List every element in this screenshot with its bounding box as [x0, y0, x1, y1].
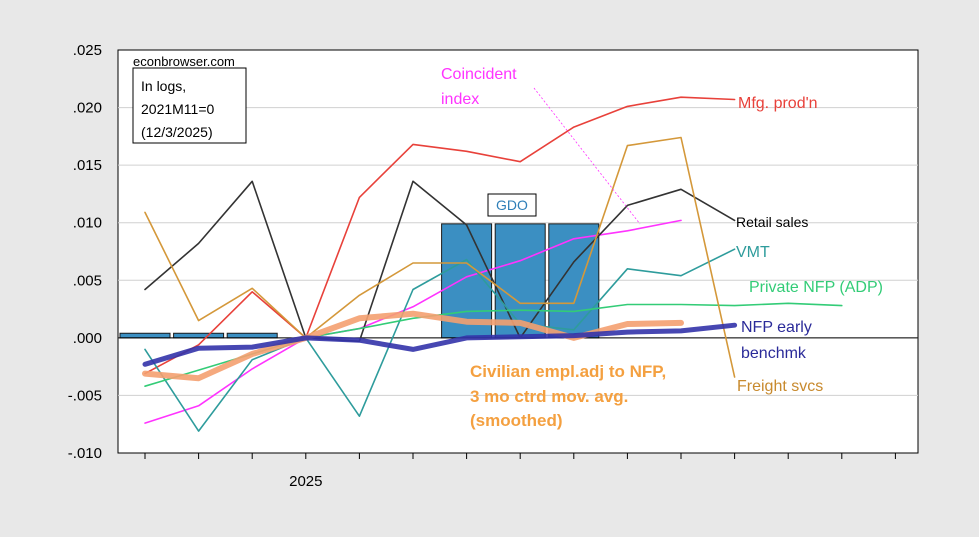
x-tick-label: 2025 [289, 473, 322, 490]
coincident-label-pointer [533, 87, 641, 225]
axes: .025 .020 .015 .010 .005 .000 -.005 -.010 2025 [68, 42, 896, 490]
note-line-2: 2021M11=0 [141, 101, 215, 117]
y-tick-label: -.005 [68, 387, 102, 404]
y-tick-label: -.010 [68, 445, 102, 462]
y-tick-label: .005 [73, 272, 102, 289]
gdo-bar [119, 332, 171, 339]
y-tick-label: .000 [73, 330, 102, 347]
y-tick-label: .010 [73, 215, 102, 232]
label-freight-svcs: Freight svcs [737, 378, 823, 395]
y-tick-label: .015 [73, 157, 102, 174]
note-box [132, 67, 247, 144]
series-line-vmt [144, 248, 736, 432]
label-civilian-empl-line-2: 3 mo ctrd mov. avg. [470, 387, 628, 406]
label-mfg-prodn: Mfg. prod'n [738, 95, 818, 112]
gdo-label: GDO [496, 197, 528, 213]
note-line-3: (12/3/2025) [141, 124, 213, 140]
gdo-bar [226, 332, 278, 339]
label-civilian-empl-line-1: Civilian empl.adj to NFP, [470, 362, 666, 381]
gdo-bar [173, 332, 225, 339]
label-private-nfp: Private NFP (ADP) [749, 279, 883, 296]
series-lines [142, 96, 843, 432]
y-tick-label: .025 [73, 42, 102, 59]
label-retail-sales: Retail sales [736, 214, 808, 230]
gdo-bars [119, 223, 600, 339]
series-line-retail-sales [144, 180, 736, 343]
gdo-label-box [487, 193, 537, 217]
note-line-1: In logs, [141, 78, 186, 94]
gdo-bar [548, 223, 600, 339]
gdo-bar [494, 223, 546, 339]
label-nfp-early-line-2: benchmk [741, 345, 807, 362]
label-nfp-early-line-1: NFP early [741, 319, 812, 336]
label-civilian-empl-line-3: (smoothed) [470, 411, 563, 430]
y-tick-label: .020 [73, 100, 102, 117]
series-line-nfp-early-benchmk [142, 322, 738, 367]
series-line-coincident-index [144, 219, 682, 424]
series-line-freight-svcs [144, 136, 736, 378]
source-label: econbrowser.com [133, 54, 235, 69]
label-coincident-line-1: Coincident [441, 66, 517, 83]
label-vmt: VMT [736, 244, 770, 261]
label-coincident-line-2: index [441, 91, 479, 108]
series-line-mfg-prod-n [144, 96, 736, 375]
